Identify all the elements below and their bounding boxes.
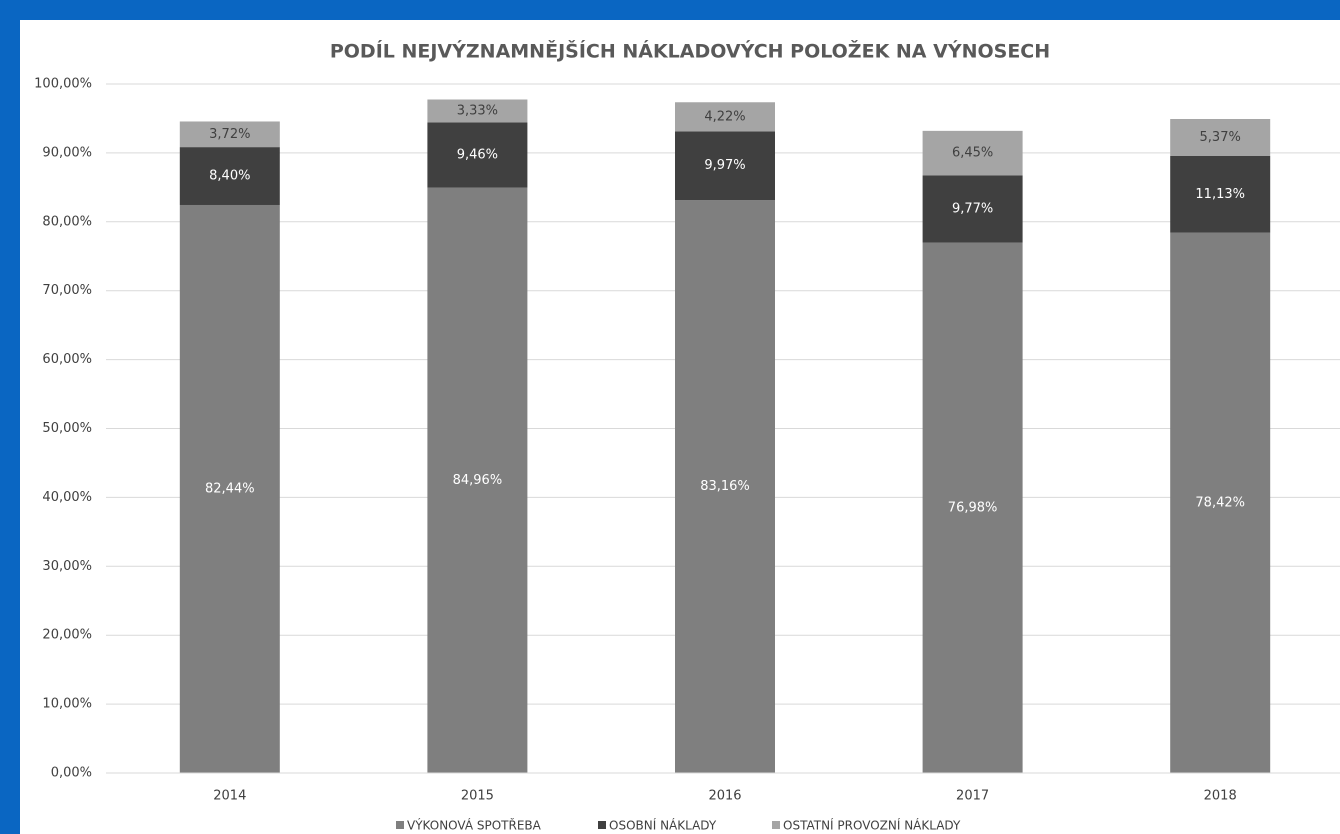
- data-label: 83,16%: [700, 479, 750, 494]
- bar-segment: [427, 122, 528, 188]
- y-tick-label: 80,00%: [42, 214, 92, 229]
- data-label: 3,72%: [209, 127, 250, 142]
- y-tick-label: 90,00%: [42, 145, 92, 160]
- y-tick-label: 100,00%: [34, 77, 92, 92]
- data-label: 8,40%: [209, 169, 250, 184]
- y-tick-label: 30,00%: [42, 559, 92, 574]
- data-label: 82,44%: [205, 481, 255, 496]
- bar-segment: [922, 242, 1023, 774]
- data-label: 11,13%: [1195, 187, 1245, 202]
- bar-segment: [675, 102, 775, 132]
- legend-label: OSTATNÍ PROVOZNÍ NÁKLADY: [783, 818, 961, 833]
- x-tick-label: 2015: [461, 789, 494, 804]
- bar-segment: [1170, 156, 1271, 233]
- y-tick-label: 0,00%: [51, 766, 92, 781]
- bar-segment: [675, 131, 775, 201]
- data-label: 78,42%: [1195, 495, 1245, 510]
- y-tick-label: 20,00%: [42, 628, 92, 643]
- x-tick-label: 2018: [1204, 789, 1237, 804]
- y-tick-label: 40,00%: [42, 490, 92, 505]
- data-label: 3,33%: [457, 103, 498, 118]
- data-label: 5,37%: [1200, 130, 1241, 145]
- chart-title: PODÍL NEJVÝZNAMNĚJŠÍCH NÁKLADOVÝCH POLOŽ…: [330, 39, 1050, 63]
- data-label: 6,45%: [952, 146, 993, 161]
- bar-segment: [675, 200, 775, 774]
- y-tick-label: 50,00%: [42, 421, 92, 436]
- data-label: 9,97%: [704, 158, 745, 173]
- y-tick-label: 70,00%: [42, 283, 92, 298]
- bar-segment: [1170, 232, 1271, 773]
- y-tick-label: 60,00%: [42, 352, 92, 367]
- x-tick-label: 2016: [708, 789, 741, 804]
- x-tick-label: 2017: [956, 789, 989, 804]
- bar-segment: [922, 130, 1023, 176]
- bar-segment: [179, 121, 280, 148]
- bar-segment: [427, 187, 528, 773]
- legend-swatch: [772, 821, 780, 829]
- y-tick-label: 10,00%: [42, 697, 92, 712]
- data-label: 84,96%: [453, 473, 503, 488]
- data-label: 76,98%: [948, 500, 998, 515]
- bar-segment: [922, 175, 1023, 243]
- x-tick-label: 2014: [213, 789, 246, 804]
- legend-label: OSOBNÍ NÁKLADY: [609, 818, 717, 833]
- data-label: 9,77%: [952, 201, 993, 216]
- data-label: 9,46%: [457, 148, 498, 163]
- legend-label: VÝKONOVÁ SPOTŘEBA: [407, 818, 542, 833]
- data-label: 4,22%: [704, 109, 745, 124]
- bar-segment: [179, 147, 280, 205]
- bar-segment: [427, 99, 528, 123]
- bar-segment: [179, 204, 280, 773]
- bar-segment: [1170, 119, 1271, 157]
- legend-swatch: [598, 821, 606, 829]
- legend-swatch: [396, 821, 404, 829]
